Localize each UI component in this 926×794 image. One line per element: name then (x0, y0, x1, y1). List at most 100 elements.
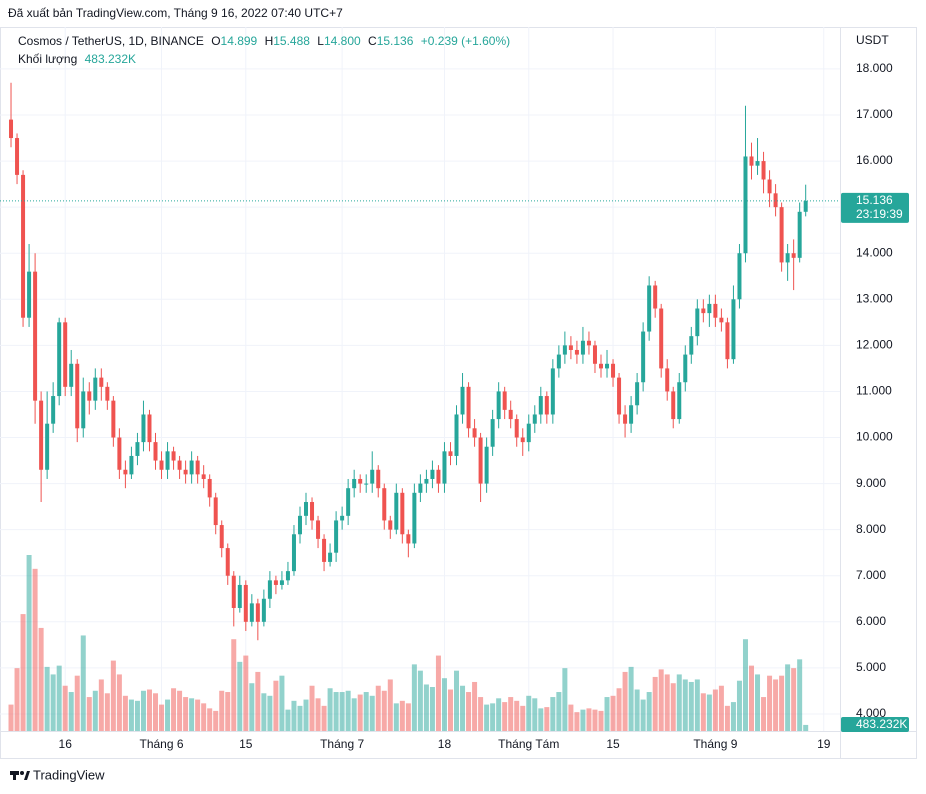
candle-body (605, 363, 610, 369)
candle-body (93, 377, 98, 401)
volume-bar (574, 712, 580, 731)
volume-bar (538, 708, 544, 731)
candle-body (177, 460, 182, 470)
volume-bar (189, 698, 195, 731)
volume-bar (321, 705, 327, 731)
volume-bar (616, 688, 622, 731)
volume-bar (652, 676, 658, 731)
candle-body (803, 200, 808, 212)
candle-body (81, 391, 86, 429)
volume-bar (273, 680, 279, 731)
last-price-box (841, 192, 909, 223)
volume-bar (309, 685, 315, 731)
volume-bar (267, 695, 273, 731)
candle-body (538, 396, 543, 415)
volume-bar (237, 661, 243, 731)
volume-bar (658, 669, 664, 731)
volume-bar (454, 670, 460, 731)
volume-bar (243, 655, 249, 731)
volume-bar (363, 692, 369, 731)
candle-body (526, 423, 531, 443)
volume-bar (357, 694, 363, 731)
candle-body (623, 414, 628, 424)
volume-bar (622, 671, 628, 731)
candle-body (117, 437, 122, 470)
volume-bar (177, 690, 183, 731)
candle-body (653, 285, 658, 309)
candle-body (279, 580, 284, 585)
candle-body (123, 469, 128, 475)
volume-bar (369, 695, 375, 731)
y-tick-label: 14.000 (856, 245, 893, 259)
y-tick-label: 16.000 (856, 153, 893, 167)
candle-body (57, 322, 62, 397)
candle-body (273, 580, 278, 585)
volume-bar (532, 698, 538, 731)
candle-body (725, 322, 730, 360)
candle-body (448, 451, 453, 456)
candle-body (454, 414, 459, 456)
candle-body (243, 584, 248, 622)
candle-body (550, 368, 555, 415)
candle-body (87, 391, 92, 401)
volume-bar (74, 675, 80, 731)
volume-bar (484, 704, 490, 731)
candle-body (556, 354, 561, 369)
volume-bar (502, 702, 508, 731)
candle-body (406, 534, 411, 544)
volume-bar (791, 668, 797, 731)
volume-bar (628, 666, 634, 731)
y-tick-label: 4.000 (856, 706, 886, 720)
candle-body (665, 368, 670, 392)
volume-bar (478, 697, 484, 731)
candle-body (743, 156, 748, 254)
l-value: 14.800 (323, 34, 361, 48)
volume-bar (159, 704, 165, 731)
candle-body (424, 478, 429, 484)
candle-body (370, 469, 375, 484)
candle-body (352, 478, 357, 489)
y-tick-label: 7.000 (856, 568, 886, 582)
candle-body (719, 317, 724, 323)
h-letter: H (264, 34, 274, 48)
volume-bar (405, 703, 411, 731)
candle-body (201, 474, 206, 479)
x-tick-label: 18 (438, 737, 452, 751)
candle-body (382, 488, 387, 521)
volume-bar (556, 692, 562, 731)
volume-bar (153, 693, 159, 731)
candle-body (231, 575, 236, 608)
volume-bar (466, 692, 472, 731)
candle-body (683, 354, 688, 383)
volume-bar (736, 680, 742, 731)
candle-body (340, 515, 345, 521)
y-tick-label: 18.000 (856, 61, 893, 75)
candle-body (358, 478, 363, 484)
candle-body (749, 156, 754, 166)
volume-label: 483.232K (856, 717, 907, 731)
candle-body (659, 308, 664, 369)
volume-bar (261, 693, 267, 731)
grid (0, 27, 840, 731)
last-price-label: 15.136 (856, 193, 893, 207)
volume-bar (279, 675, 285, 731)
volume-name: Khối lượng (18, 52, 78, 66)
volume-bar (399, 700, 405, 731)
countdown: 23:19:39 (856, 207, 903, 221)
volume-bar (694, 679, 700, 731)
candle-body (514, 419, 519, 438)
volume-bar (520, 705, 526, 731)
volume-bar (447, 689, 453, 731)
candle-body (508, 409, 513, 420)
l-letter: L (317, 34, 324, 48)
volume-bar (14, 668, 20, 731)
volume-bar (411, 664, 417, 731)
volume-bar (80, 635, 86, 731)
volume-bar (231, 639, 237, 731)
candle-body (69, 363, 74, 387)
volume-bar (640, 699, 646, 731)
volume-bar (706, 694, 712, 731)
volume-bar (568, 704, 574, 731)
volume-bar (562, 668, 568, 731)
candle-body (797, 211, 802, 258)
